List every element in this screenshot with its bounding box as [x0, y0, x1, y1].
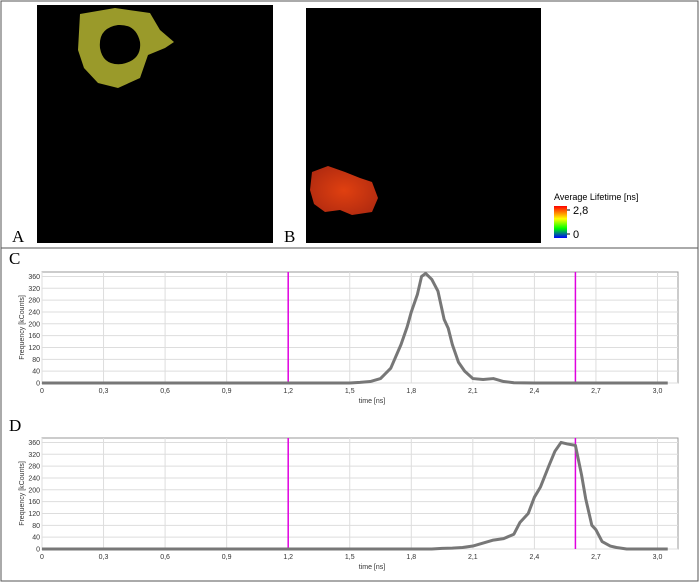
y-tick-label: 0: [36, 381, 40, 388]
x-tick-label: 1,2: [283, 554, 293, 561]
x-tick-label: 0,6: [160, 554, 170, 561]
y-tick-label: 200: [28, 487, 40, 494]
y-tick-label: 0: [36, 547, 40, 554]
x-axis-label: time [ns]: [359, 398, 386, 405]
y-tick-label: 80: [32, 357, 40, 364]
x-tick-label: 2,7: [591, 554, 601, 561]
x-tick-label: 1,8: [406, 388, 416, 395]
x-tick-label: 2,4: [530, 388, 540, 395]
y-tick-label: 40: [32, 535, 40, 542]
x-tick-label: 3,0: [653, 388, 663, 395]
y-tick-label: 240: [28, 309, 40, 316]
x-tick-label: 0,9: [222, 554, 232, 561]
x-tick-label: 2,7: [591, 388, 601, 395]
x-tick-label: 2,1: [468, 388, 478, 395]
y-tick-label: 360: [28, 440, 40, 447]
x-tick-label: 0,9: [222, 388, 232, 395]
panel-label: C: [9, 249, 20, 268]
y-axis-label: Frequency [kCounts]: [19, 295, 26, 360]
y-tick-label: 320: [28, 452, 40, 459]
x-tick-label: 1,8: [406, 554, 416, 561]
y-tick-label: 120: [28, 345, 40, 352]
plot-area: [41, 437, 679, 550]
x-tick-label: 0,3: [99, 554, 109, 561]
x-tick-label: 0: [40, 388, 44, 395]
x-tick-label: 1,2: [283, 388, 293, 395]
y-tick-label: 280: [28, 298, 40, 305]
panel-label: B: [284, 227, 295, 246]
y-tick-label: 160: [28, 333, 40, 340]
x-tick-label: 2,4: [530, 554, 540, 561]
colorbar-tick-label: 0: [573, 229, 579, 241]
y-tick-label: 200: [28, 321, 40, 328]
x-axis-label: time [ns]: [359, 564, 386, 571]
x-tick-label: 1,5: [345, 388, 355, 395]
y-tick-label: 280: [28, 464, 40, 471]
x-tick-label: 2,1: [468, 554, 478, 561]
y-tick-label: 240: [28, 475, 40, 482]
y-tick-label: 40: [32, 369, 40, 376]
plot-area: [41, 271, 679, 384]
x-tick-label: 0,6: [160, 388, 170, 395]
cell-a: [78, 8, 174, 88]
y-tick-label: 160: [28, 499, 40, 506]
x-tick-label: 0,3: [99, 388, 109, 395]
colorbar-title: Average Lifetime [ns]: [554, 192, 638, 202]
panel-label: A: [12, 227, 25, 246]
x-tick-label: 0: [40, 554, 44, 561]
data-line: [42, 271, 668, 385]
y-tick-label: 80: [32, 523, 40, 530]
x-tick-label: 1,5: [345, 554, 355, 561]
x-tick-label: 3,0: [653, 554, 663, 561]
data-line: [42, 440, 668, 551]
y-tick-label: 360: [28, 274, 40, 281]
cell-b: [310, 166, 378, 215]
colorbar: [554, 206, 567, 238]
y-tick-label: 320: [28, 286, 40, 293]
panel-label: D: [9, 416, 21, 435]
y-axis-label: Frequency [kCounts]: [19, 461, 26, 526]
colorbar-tick-label: 2,8: [573, 205, 588, 217]
y-tick-label: 120: [28, 511, 40, 518]
